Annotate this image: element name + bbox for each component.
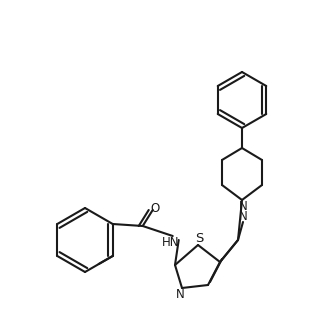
Text: N: N [239, 200, 247, 214]
Text: S: S [195, 232, 203, 244]
Text: O: O [150, 201, 159, 215]
Text: HN: HN [162, 236, 179, 249]
Text: N: N [176, 289, 184, 301]
Text: N: N [239, 210, 247, 222]
